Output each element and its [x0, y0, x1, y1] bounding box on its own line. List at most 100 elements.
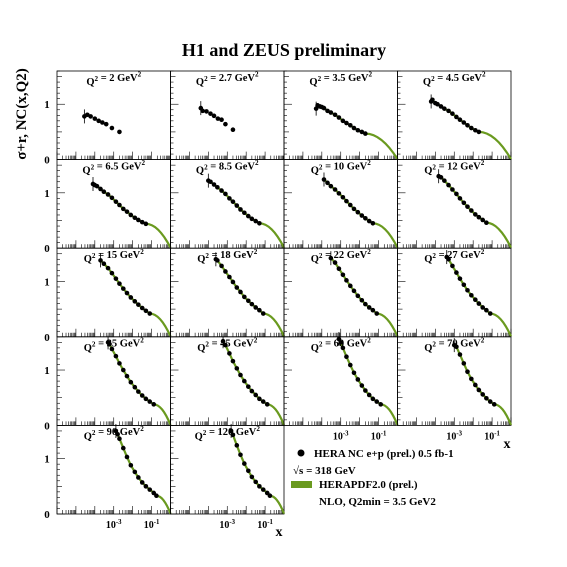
data-point [246, 468, 251, 474]
panel-15: Q2 = 60 GeV2 10-3 10-1 [283, 332, 399, 442]
data-point [219, 263, 224, 269]
data-point [257, 220, 262, 226]
data-point [143, 396, 149, 402]
y-axis-label: σ+r, NC(x,Q2) [14, 68, 30, 160]
data-point [374, 399, 380, 404]
data-point [435, 101, 440, 107]
panel-q2-label: Q2 = 6.5 GeV2 [82, 159, 145, 176]
data-point [336, 115, 342, 120]
panel-9: 0 1 Q2 = 15 GeV2 [44, 247, 172, 344]
data-point [476, 129, 482, 135]
data-point [115, 431, 120, 437]
x-tick-label: 10-3 [219, 519, 235, 531]
panel-q2-label: Q2 = 4.5 GeV2 [423, 71, 486, 88]
data-point [147, 311, 153, 316]
data-point [454, 344, 459, 350]
data-point [370, 307, 376, 313]
panel-q2-label: Q2 = 45 GeV2 [197, 336, 258, 353]
panel-frame [283, 247, 398, 338]
data-point [370, 220, 376, 226]
data-point [465, 122, 470, 128]
data-point [208, 179, 213, 185]
data-point [124, 454, 130, 460]
data-point [359, 129, 365, 135]
data-point [117, 361, 122, 366]
panel-grid: 0 1 Q2 = 2 GeV2 Q2 = 2.7 GeV2 Q2 = 3.5 GeV2 Q… [44, 71, 513, 540]
data-point [332, 112, 338, 118]
data-point [249, 301, 255, 307]
panel-q2-label: Q2 = 3.5 GeV2 [309, 71, 372, 88]
data-point [136, 302, 141, 307]
data-point [103, 121, 109, 127]
data-point [113, 199, 119, 204]
data-point [351, 288, 357, 294]
y-tick-label: 1 [44, 365, 50, 377]
data-point [215, 184, 220, 190]
data-point [246, 384, 251, 389]
panel-8: Q2 = 12 GeV2 [397, 159, 512, 249]
x-tick-label: 10-3 [333, 430, 349, 442]
panel-frame [170, 159, 285, 249]
data-point [438, 104, 444, 109]
data-point [348, 362, 353, 368]
fit-curve [230, 430, 286, 515]
data-point [332, 187, 338, 192]
data-point [328, 110, 334, 115]
data-point [253, 479, 259, 485]
data-point [117, 436, 122, 441]
data-point [473, 212, 478, 217]
data-point [476, 301, 482, 306]
data-point [473, 127, 478, 133]
data-point [480, 392, 486, 397]
panel-2: Q2 = 2.7 GeV2 [170, 71, 285, 160]
panel-18: Q2 = 120 GeV2 10-3 10-1 [170, 423, 286, 531]
panel-q2-label: Q2 = 8.5 GeV2 [196, 159, 259, 176]
panel-frame [170, 424, 285, 515]
panel-frame [397, 159, 512, 249]
data-point [480, 217, 486, 223]
x-axis-label-bottom: x [276, 525, 283, 540]
data-point [246, 213, 251, 219]
data-point [457, 276, 463, 281]
data-point [359, 213, 365, 218]
data-point [238, 289, 243, 295]
data-point [378, 402, 384, 407]
data-point [328, 183, 334, 189]
data-point [211, 113, 217, 119]
data-point [336, 191, 342, 196]
data-point [465, 204, 470, 209]
data-point [227, 351, 232, 356]
data-point [336, 266, 342, 271]
data-point [113, 276, 119, 281]
data-point [117, 129, 122, 135]
panel-frame [283, 336, 398, 426]
data-point [249, 474, 255, 480]
data-point [223, 191, 228, 197]
data-point [121, 286, 126, 291]
data-point [355, 293, 361, 299]
data-point [321, 177, 327, 182]
data-point [215, 116, 221, 121]
data-point [465, 287, 470, 293]
data-point [246, 298, 251, 304]
data-point [473, 297, 478, 302]
data-point [124, 290, 130, 296]
data-point [450, 263, 455, 269]
x-axis-label-right: x [504, 437, 511, 452]
panel-frame [397, 247, 512, 338]
data-point [147, 399, 153, 404]
data-point [253, 218, 259, 224]
data-point [363, 215, 368, 221]
data-point [223, 269, 228, 274]
data-point [109, 195, 115, 201]
data-point [457, 117, 463, 123]
data-point [234, 443, 240, 448]
data-point [143, 484, 149, 489]
data-point [124, 373, 130, 379]
panel-q2-label: Q2 = 22 GeV2 [311, 248, 372, 265]
data-point [344, 278, 349, 283]
data-point [442, 106, 447, 111]
panel-q2-label: Q2 = 120 GeV2 [195, 425, 261, 442]
data-point [121, 367, 126, 373]
legend-data-label: HERA NC e+p (prel.) 0.5 fb-1 [314, 448, 454, 460]
